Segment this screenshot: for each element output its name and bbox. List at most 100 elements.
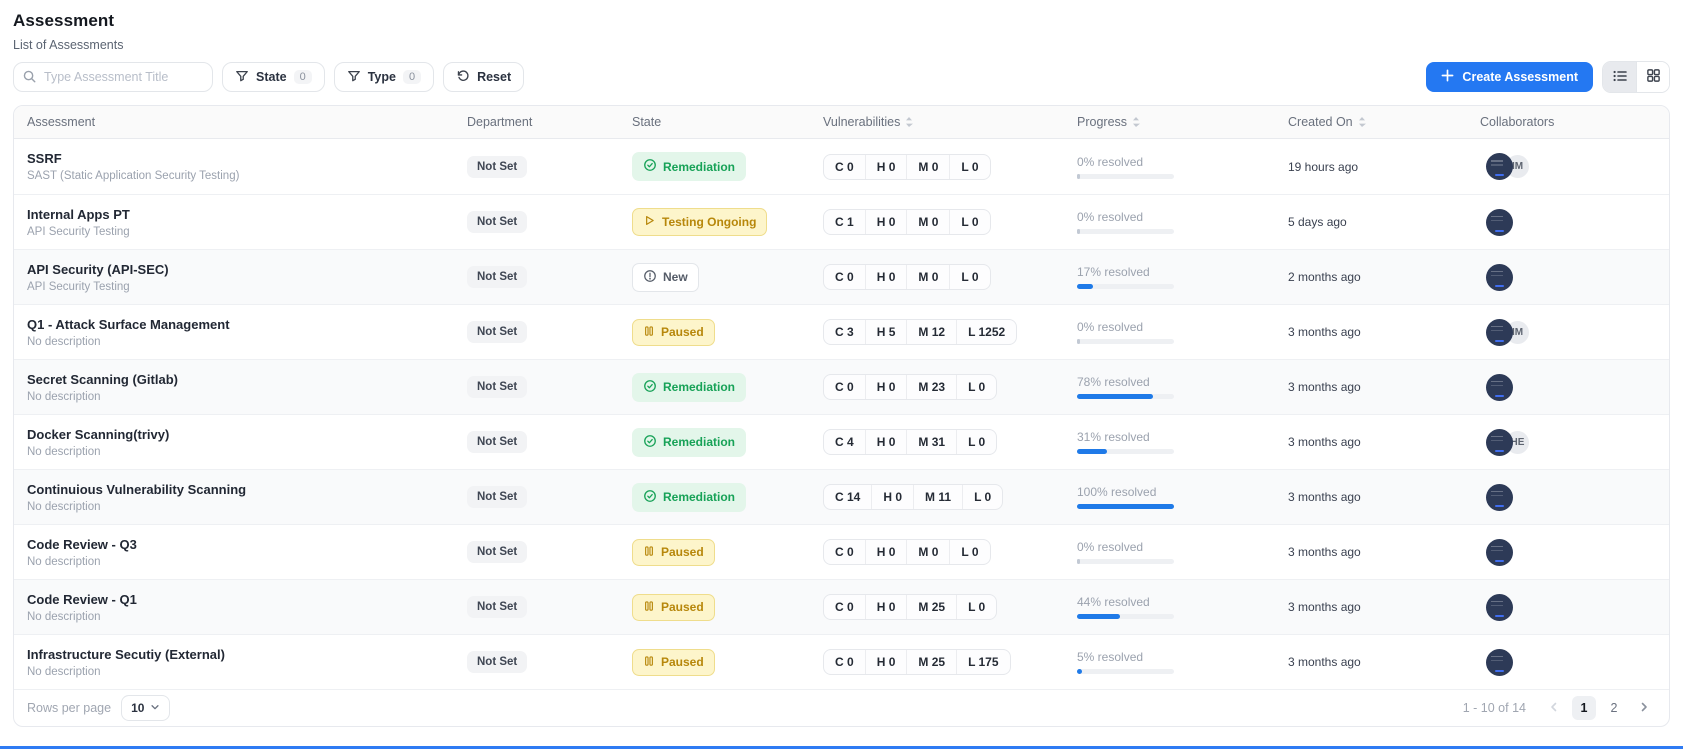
column-header-created-on[interactable]: Created On	[1288, 115, 1480, 129]
vuln-count-l: L 0	[962, 485, 1002, 509]
assessment-name[interactable]: Docker Scanning(trivy)	[27, 426, 170, 442]
state-label: New	[663, 270, 688, 284]
vuln-count-m: M 31	[906, 430, 956, 454]
chevron-down-icon	[150, 701, 160, 715]
state-cell: Remediation	[632, 482, 823, 512]
type-filter-count: 0	[402, 70, 422, 84]
table-row[interactable]: SSRF SAST (Static Application Security Te…	[14, 139, 1669, 194]
page-button-1[interactable]: 1	[1572, 696, 1596, 720]
vuln-count-c: C 3	[835, 325, 854, 339]
column-header-vulnerabilities[interactable]: Vulnerabilities	[823, 115, 1077, 129]
table-row[interactable]: Code Review - Q1 No description Not Set Pau…	[14, 579, 1669, 634]
state-cell: Paused	[632, 648, 823, 676]
pause-icon	[643, 545, 655, 560]
progress-label: 17% resolved	[1077, 265, 1150, 279]
search-input[interactable]	[13, 62, 213, 92]
assessment-name[interactable]: Code Review - Q1	[27, 591, 137, 607]
assessment-name[interactable]: Q1 - Attack Surface Management	[27, 316, 230, 332]
assessment-name[interactable]: Continuious Vulnerability Scanning	[27, 481, 247, 497]
vuln-count-h: H 0	[864, 650, 907, 674]
assessment-cell: Q1 - Attack Surface Management No descrip…	[27, 317, 467, 348]
table-row[interactable]: API Security (API-SEC) API Security Testi…	[14, 249, 1669, 304]
vuln-count-c: C 0	[835, 600, 854, 614]
table-row[interactable]: Internal Apps PT API Security Testing Not …	[14, 194, 1669, 249]
assessment-name[interactable]: SSRF	[27, 151, 62, 166]
state-cell: Paused	[632, 318, 823, 346]
plus-icon	[1441, 69, 1454, 85]
check-circle-icon	[643, 489, 657, 506]
created-on-cell: 19 hours ago	[1288, 159, 1359, 174]
table-row[interactable]: Docker Scanning(trivy) No description Not …	[14, 414, 1669, 469]
vuln-count-c: C 1	[835, 215, 854, 229]
assessment-description: No description	[27, 665, 101, 678]
reset-button[interactable]: Reset	[443, 62, 525, 92]
type-filter-button[interactable]: Type 0	[333, 62, 435, 92]
progress-bar-fill	[1077, 284, 1094, 289]
progress-bar-fill	[1077, 449, 1108, 454]
vuln-count-c: C 0	[835, 270, 854, 284]
vuln-count-h: H 0	[864, 430, 907, 454]
created-on-cell: 3 months ago	[1288, 325, 1361, 339]
table-row[interactable]: Continuious Vulnerability Scanning No des…	[14, 469, 1669, 524]
table-body: SSRF SAST (Static Application Security Te…	[14, 139, 1669, 689]
table-row[interactable]: Q1 - Attack Surface Management No descrip…	[14, 304, 1669, 359]
collaborators-cell	[1480, 593, 1656, 621]
rows-per-page-select[interactable]: 10	[121, 695, 171, 721]
assessment-name[interactable]: Code Review - Q3	[27, 536, 137, 552]
bottom-accent-bar	[0, 746, 1683, 749]
info-circle-icon	[643, 269, 657, 286]
table-row[interactable]: Infrastructure Secutiy (External) No desc…	[14, 634, 1669, 689]
assessment-cell: Code Review - Q1 No description	[27, 592, 467, 623]
type-filter-label: Type	[367, 70, 396, 84]
vuln-count-m: M 12	[906, 320, 956, 344]
list-view-button[interactable]	[1603, 62, 1636, 92]
collaborators-cell	[1480, 648, 1656, 676]
vuln-count-h: H 0	[864, 154, 907, 179]
sort-icon	[1132, 116, 1141, 128]
vuln-count-l: L 0	[956, 430, 996, 454]
page-button-2[interactable]: 2	[1602, 696, 1626, 720]
next-page-button[interactable]	[1632, 696, 1656, 720]
column-header-label: Collaborators	[1480, 115, 1555, 129]
progress-label: 0% resolved	[1077, 210, 1144, 224]
toolbar: State 0 Type 0 Reset Create Assessment	[13, 61, 1670, 93]
assessment-name[interactable]: Secret Scanning (Gitlab)	[27, 371, 178, 387]
funnel-icon	[235, 69, 249, 86]
assessment-cell: Continuious Vulnerability Scanning No des…	[27, 482, 467, 513]
column-header-progress[interactable]: Progress	[1077, 115, 1288, 129]
vuln-count-l: L 0	[949, 540, 989, 564]
check-circle-icon	[643, 379, 657, 396]
progress-cell: 0% resolved	[1077, 210, 1288, 234]
assessment-description: No description	[27, 335, 101, 348]
department-badge: Not Set	[467, 651, 528, 673]
create-assessment-label: Create Assessment	[1462, 70, 1578, 84]
assessment-name[interactable]: API Security (API-SEC)	[27, 261, 169, 277]
table-row[interactable]: Secret Scanning (Gitlab) No description No…	[14, 359, 1669, 414]
progress-label: 5% resolved	[1077, 650, 1144, 664]
assessment-description: API Security Testing	[27, 225, 130, 238]
prev-page-button[interactable]	[1542, 696, 1566, 720]
page-subtitle: List of Assessments	[13, 38, 124, 52]
table-header-row: Assessment Department State Vulnerabilities…	[14, 106, 1669, 139]
collaborators-cell	[1480, 373, 1656, 401]
assessment-name[interactable]: Internal Apps PT	[27, 206, 130, 222]
assessment-name[interactable]: Infrastructure Secutiy (External)	[27, 646, 225, 662]
progress-label: 0% resolved	[1077, 540, 1144, 554]
column-header-state: State	[632, 115, 823, 129]
progress-label: 100% resolved	[1077, 485, 1157, 499]
state-filter-button[interactable]: State 0	[222, 62, 325, 92]
table-row[interactable]: Code Review - Q3 No description Not Set Pau…	[14, 524, 1669, 579]
grid-view-button[interactable]	[1636, 62, 1669, 92]
department-badge: Not Set	[467, 486, 528, 508]
vuln-count-c: C 0	[835, 655, 854, 669]
assessment-cell: API Security (API-SEC) API Security Testi…	[27, 262, 467, 293]
create-assessment-button[interactable]: Create Assessment	[1426, 62, 1593, 92]
column-header-label: State	[632, 115, 662, 129]
page-title: Assessment	[13, 11, 115, 30]
